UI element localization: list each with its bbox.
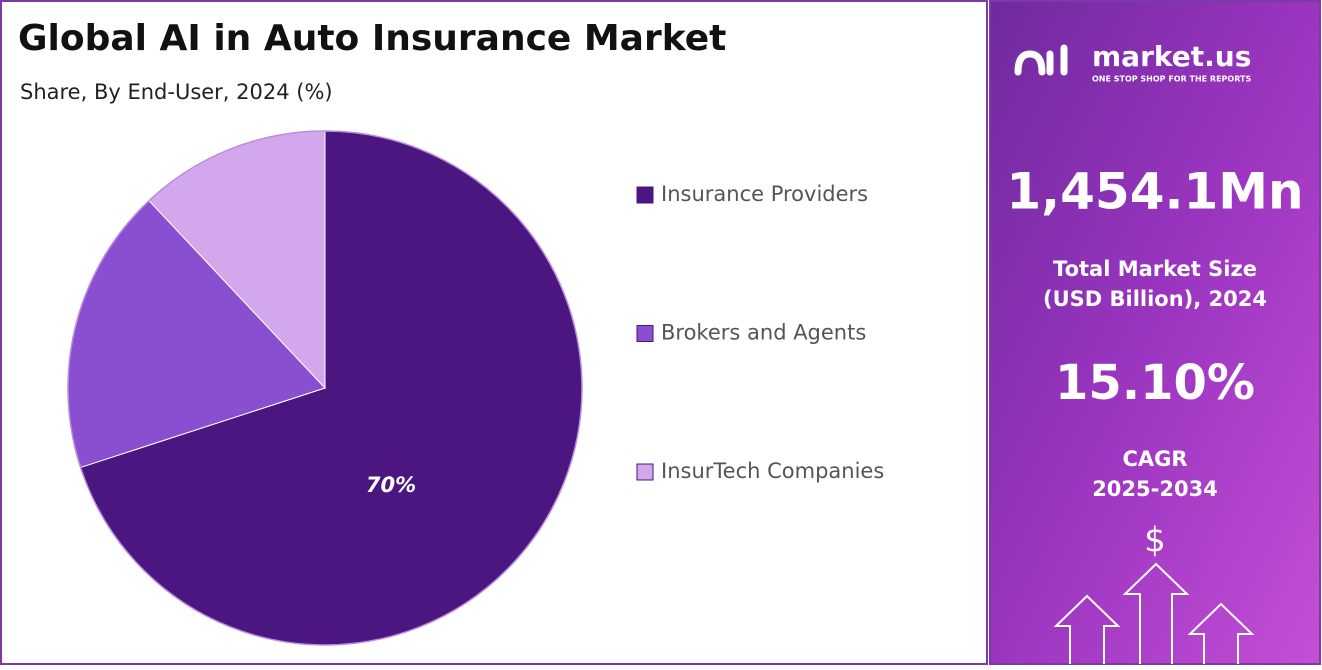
- market-size: 1,454.1Mn: [1006, 163, 1303, 221]
- arrow-icons: [1053, 562, 1255, 664]
- cagr-value: 15.10%: [1055, 355, 1255, 411]
- sidebar: [989, 0, 1321, 665]
- market-size-label: Total Market Size: [1053, 257, 1257, 281]
- cagr-label: 2025-2034: [1092, 477, 1218, 501]
- logo-icon: [1014, 44, 1068, 76]
- brand: market.us: [1092, 40, 1251, 73]
- legend: Insurance Providers Brokers and Agents Ins…: [636, 182, 884, 483]
- market-size-label: (USD Billion), 2024: [1043, 287, 1267, 311]
- legend-label: InsurTech Companies: [661, 459, 884, 483]
- data-label: 70%: [366, 473, 416, 497]
- cagr-label: CAGR: [1122, 447, 1187, 471]
- pie-outline: [67, 130, 583, 646]
- tagline: ONE STOP SHOP FOR THE REPORTS: [1092, 75, 1251, 84]
- legend-label: Brokers and Agents: [661, 321, 866, 345]
- chart-title: Global AI in Auto Insurance Market: [18, 18, 726, 59]
- chart-subtitle: Share, By End-User, 2024 (%): [20, 80, 333, 104]
- currency-icon: $: [1144, 521, 1166, 561]
- pie: 70%: [67, 130, 583, 646]
- legend-swatch: [636, 325, 654, 342]
- legend-label: Insurance Providers: [661, 182, 868, 206]
- legend-swatch: [636, 186, 654, 204]
- legend-swatch: [636, 463, 654, 481]
